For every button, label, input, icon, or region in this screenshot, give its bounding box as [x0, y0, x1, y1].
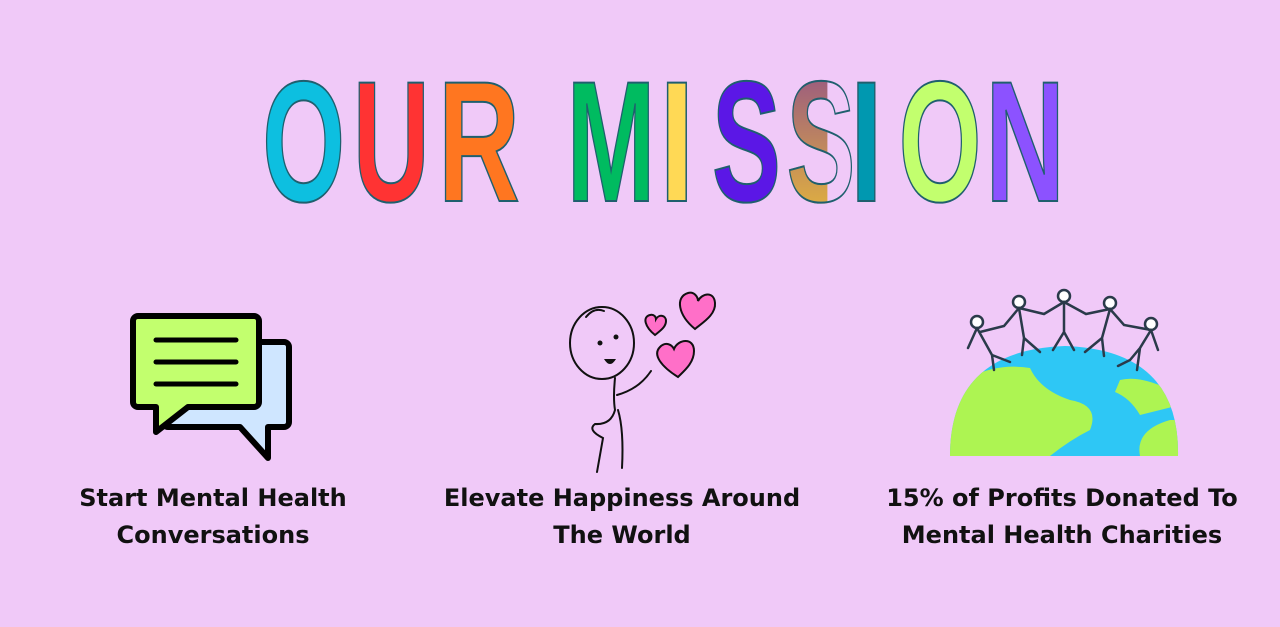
feature-caption-line: The World	[553, 521, 691, 549]
heart-icon	[644, 313, 668, 337]
heart-icon	[656, 340, 696, 379]
chat-bubbles-icon	[130, 313, 292, 461]
heart-icon	[679, 291, 717, 331]
title-letter: R	[437, 46, 520, 238]
feature-caption-line: Start Mental Health	[79, 484, 347, 512]
feature-caption-line: 15% of Profits Donated To	[886, 484, 1238, 512]
globe-people-icon	[950, 288, 1179, 456]
title-letter: O	[262, 46, 346, 238]
title-letter: O	[898, 46, 982, 238]
stick-figure-hearts-icon	[569, 291, 717, 473]
title-letter: N	[985, 46, 1066, 238]
feature-caption: Elevate Happiness Around The World	[422, 480, 822, 554]
title-letter: S	[711, 46, 781, 238]
title-letter: I	[849, 46, 883, 238]
title-letter: S	[786, 46, 856, 238]
feature-caption: Start Mental Health Conversations	[13, 480, 413, 554]
title-letter: M	[566, 46, 656, 238]
title-letter: I	[658, 46, 695, 238]
feature-caption-line: Conversations	[116, 521, 310, 549]
title-letter: U	[352, 46, 430, 238]
feature-caption-line: Mental Health Charities	[901, 521, 1223, 549]
feature-caption: 15% of Profits Donated To Mental Health …	[862, 480, 1262, 554]
feature-caption-line: Elevate Happiness Around	[443, 484, 801, 512]
page-title: O U R M I S S I O N	[0, 0, 1280, 230]
